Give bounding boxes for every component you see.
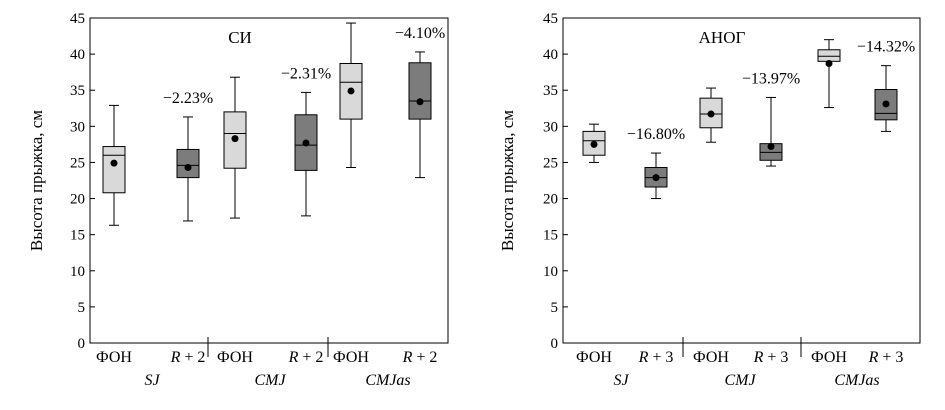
group-label: CMJ — [724, 372, 756, 389]
y-tick-label: 5 — [551, 300, 559, 316]
category-label: ФОН — [333, 349, 369, 366]
y-tick-label: 0 — [551, 336, 559, 352]
category-label: ФОН — [217, 349, 253, 366]
y-tick-label: 15 — [543, 228, 558, 244]
y-tick-label: 5 — [78, 300, 86, 316]
group-label: SJ — [144, 372, 160, 389]
box-CMJ-after — [759, 96, 783, 167]
y-axis-label: Высота прыжка, см — [498, 110, 517, 251]
box-SJ-baseline — [582, 123, 606, 163]
box-CMJ-baseline — [699, 87, 723, 143]
y-tick-label: 40 — [543, 47, 558, 63]
box-CMJas-after — [874, 65, 898, 132]
category-label: R + 2 — [288, 349, 324, 366]
mean-point — [882, 100, 890, 108]
y-tick-label: 10 — [543, 264, 558, 280]
change-label: −2.31% — [281, 65, 331, 82]
change-label: −13.97% — [742, 70, 800, 87]
panel-1: 0 5 10 15 20 25 30 35 40 45 Высота прыжка, см СИ ФОН… — [27, 11, 449, 389]
mean-point — [110, 159, 118, 167]
y-tick-label: 20 — [543, 192, 558, 208]
iqr-box — [176, 148, 200, 179]
box-SJ-after — [176, 116, 200, 222]
change-label: −14.32% — [857, 39, 915, 56]
mean-point — [416, 98, 424, 106]
box-SJ-baseline — [102, 104, 126, 226]
change-label: −4.10% — [395, 25, 445, 42]
group-label: CMJas — [365, 372, 410, 389]
change-label: −2.23% — [163, 90, 213, 107]
category-label: R + 2 — [402, 349, 438, 366]
plot-frame — [89, 17, 449, 344]
mean-point — [767, 143, 775, 151]
category-label: R + 3 — [638, 349, 674, 366]
y-tick-label: 45 — [543, 11, 558, 27]
category-label: R + 3 — [868, 349, 904, 366]
mean-point — [825, 60, 833, 67]
panel-2: 0 5 10 15 20 25 30 35 40 45 Высота прыжка, см АНОГ Ф… — [498, 11, 921, 389]
y-tick-label: 0 — [78, 336, 86, 352]
panel-title: АНОГ — [699, 28, 746, 47]
box-CMJ-baseline — [223, 76, 247, 219]
iqr-box — [102, 146, 126, 194]
category-label: ФОН — [693, 349, 729, 366]
y-tick-label: 20 — [70, 192, 85, 208]
y-tick-label: 10 — [70, 264, 85, 280]
y-tick-label: 30 — [543, 119, 558, 135]
mean-point — [347, 87, 355, 95]
mean-point — [231, 135, 239, 143]
change-label: −16.80% — [627, 126, 685, 143]
y-tick-label: 25 — [70, 155, 85, 171]
y-tick-label: 40 — [70, 47, 85, 63]
category-label: R + 2 — [170, 349, 206, 366]
box-CMJ-after — [294, 91, 318, 217]
mean-point — [652, 174, 660, 182]
box-CMJas-baseline — [339, 22, 363, 168]
mean-point — [302, 139, 310, 147]
mean-point — [184, 164, 192, 171]
category-label: ФОН — [811, 349, 847, 366]
y-tick-label: 15 — [70, 228, 85, 244]
iqr-box — [817, 49, 841, 62]
y-tick-label: 30 — [70, 119, 85, 135]
y-tick-label: 35 — [70, 83, 85, 99]
group-label: CMJas — [834, 372, 879, 389]
mean-point — [590, 140, 598, 148]
category-label: R + 3 — [753, 349, 789, 366]
panel-title: СИ — [228, 28, 252, 47]
y-tick-label: 35 — [543, 83, 558, 99]
y-tick-label: 25 — [543, 155, 558, 171]
group-label: SJ — [613, 372, 629, 389]
mean-point — [707, 110, 715, 118]
box-CMJas-baseline — [817, 39, 841, 109]
box-SJ-after — [644, 152, 668, 200]
group-label: CMJ — [254, 372, 286, 389]
box-CMJas-after — [408, 51, 432, 179]
category-label: ФОН — [576, 349, 612, 366]
iqr-box — [408, 62, 432, 120]
plot-frame — [562, 17, 921, 344]
y-tick-label: 45 — [70, 11, 85, 27]
category-label: ФОН — [96, 349, 132, 366]
y-axis-label: Высота прыжка, см — [27, 110, 46, 251]
